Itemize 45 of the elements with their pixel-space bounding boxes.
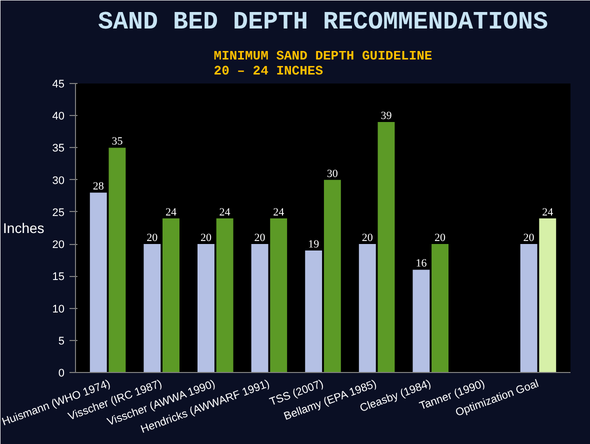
data-label: 19 <box>308 238 320 250</box>
y-tick-label: 20 <box>52 239 65 252</box>
bar <box>378 122 395 372</box>
bar <box>539 218 556 372</box>
y-tick-label: 0 <box>58 368 65 380</box>
data-label: 20 <box>254 232 266 244</box>
data-label: 20 <box>434 232 446 244</box>
y-tick-label: 35 <box>52 142 65 155</box>
data-label: 30 <box>326 168 338 180</box>
data-label: 20 <box>146 232 158 244</box>
bar <box>432 244 448 372</box>
data-label: 16 <box>416 258 428 270</box>
y-tick-label: 25 <box>52 206 65 219</box>
bar <box>412 270 430 372</box>
y-tick-label: 45 <box>52 78 65 90</box>
bar <box>144 244 161 372</box>
bar <box>216 218 234 372</box>
bar <box>324 180 341 372</box>
y-tick-label: 15 <box>52 271 65 284</box>
data-label: 39 <box>380 110 392 122</box>
bar <box>108 148 126 372</box>
data-label: 24 <box>273 206 285 218</box>
y-tick-label: 40 <box>52 110 65 123</box>
y-tick-label: 10 <box>52 303 65 316</box>
bar <box>270 218 288 372</box>
bar <box>520 244 538 372</box>
bar <box>90 192 107 372</box>
chart-title: SAND BED DEPTH RECOMMENDATIONS <box>98 8 548 36</box>
y-axis-title: Inches <box>3 220 44 236</box>
data-label: 35 <box>112 136 124 148</box>
data-label: 20 <box>523 232 535 244</box>
data-label: 24 <box>219 206 231 218</box>
bar <box>198 244 214 372</box>
bar <box>162 218 180 372</box>
bar <box>251 244 268 372</box>
bar <box>358 244 376 372</box>
y-tick-label: 5 <box>58 335 65 348</box>
data-label: 24 <box>542 206 554 218</box>
data-label: 24 <box>166 206 178 218</box>
bar <box>305 250 322 372</box>
data-label: 28 <box>92 180 104 193</box>
data-label: 20 <box>200 232 212 244</box>
data-label: 20 <box>362 232 374 244</box>
chart-subtitle: MINIMUM SAND DEPTH GUIDELINE 20 – 24 INCHES <box>214 48 432 78</box>
y-tick-label: 30 <box>52 174 65 187</box>
